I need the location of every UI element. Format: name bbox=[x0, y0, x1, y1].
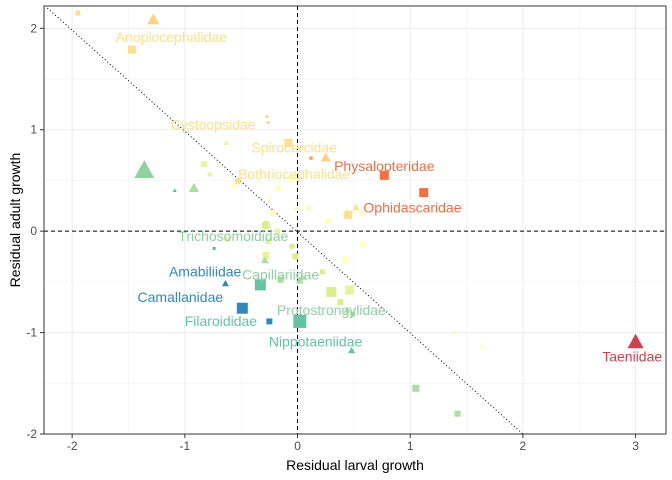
point-square bbox=[269, 209, 276, 216]
diagonal-reference-line bbox=[47, 7, 524, 435]
point-circle bbox=[287, 174, 296, 183]
point-square bbox=[207, 172, 212, 177]
family-label: Spirocercidae bbox=[251, 140, 337, 156]
point-square bbox=[319, 269, 325, 275]
point-triangle bbox=[295, 276, 304, 284]
point-square bbox=[359, 241, 366, 248]
y-tick-label: -1 bbox=[26, 326, 37, 340]
point-triangle bbox=[223, 139, 230, 145]
point-square bbox=[454, 410, 461, 417]
family-label: Protostrongylidae bbox=[277, 302, 386, 318]
x-tick-label: 1 bbox=[407, 439, 414, 453]
point-square bbox=[379, 170, 389, 180]
panel-border bbox=[43, 5, 667, 435]
point-square bbox=[275, 185, 282, 192]
point-square bbox=[326, 287, 337, 298]
family-label: Amabiliidae bbox=[169, 263, 242, 279]
y-axis-title: Residual adult growth bbox=[7, 153, 23, 288]
point-square bbox=[284, 138, 293, 147]
family-label: Taeniidae bbox=[602, 349, 662, 365]
point-square bbox=[359, 210, 365, 216]
point-square bbox=[344, 285, 354, 295]
point-triangle bbox=[188, 182, 199, 192]
point-triangle bbox=[343, 306, 351, 313]
y-tick-label: -2 bbox=[26, 427, 37, 441]
y-tick-label: 1 bbox=[30, 123, 37, 137]
point-square bbox=[277, 276, 284, 283]
point-triangle bbox=[320, 152, 331, 162]
point-square bbox=[344, 210, 353, 219]
point-square bbox=[274, 228, 280, 234]
point-square bbox=[293, 314, 307, 328]
family-label: Anoplocephalidae bbox=[116, 29, 228, 45]
family-label: Trichosomoididae bbox=[178, 228, 288, 244]
point-circle bbox=[261, 220, 271, 230]
family-label: Camallanidae bbox=[138, 289, 224, 305]
x-tick-label: 0 bbox=[294, 439, 301, 453]
point-square bbox=[266, 318, 273, 325]
point-circle bbox=[267, 195, 272, 200]
point-triangle bbox=[221, 279, 229, 287]
point-triangle bbox=[172, 188, 177, 192]
x-axis-title: Residual larval growth bbox=[286, 457, 424, 473]
point-square bbox=[225, 236, 231, 242]
point-square bbox=[350, 311, 356, 317]
x-tick-label: -2 bbox=[67, 439, 78, 453]
family-label: Cystoopsidae bbox=[171, 116, 256, 132]
point-square bbox=[412, 384, 420, 392]
axes: -2 -1 0 1 2 3 -2 -1 0 1 2 bbox=[26, 21, 639, 453]
point-triangle bbox=[627, 333, 644, 349]
point-square bbox=[75, 10, 81, 16]
point-square bbox=[292, 253, 299, 260]
point-circle bbox=[234, 178, 241, 185]
family-label: Capillariidae bbox=[242, 266, 319, 282]
point-triangle bbox=[352, 203, 360, 211]
point-square bbox=[201, 161, 208, 168]
point-triangle bbox=[134, 160, 155, 179]
y-tick-label: 2 bbox=[30, 21, 37, 35]
point-triangle bbox=[348, 346, 356, 354]
point-circle bbox=[266, 121, 270, 125]
point-square bbox=[212, 246, 216, 250]
point-circle bbox=[306, 205, 312, 211]
point-triangle bbox=[147, 13, 160, 25]
point-square bbox=[337, 299, 344, 306]
y-tick-label: 0 bbox=[30, 224, 37, 238]
panel-background bbox=[43, 5, 667, 435]
point-circle bbox=[265, 115, 269, 119]
point-square bbox=[262, 251, 270, 259]
x-tick-label: -1 bbox=[180, 439, 191, 453]
point-square bbox=[265, 238, 272, 245]
point-square bbox=[127, 45, 136, 54]
point-circle bbox=[324, 217, 332, 225]
point-square bbox=[300, 275, 306, 281]
point-circle bbox=[452, 331, 456, 335]
family-label: Nippotaeniidae bbox=[269, 333, 363, 349]
point-circle bbox=[340, 255, 349, 264]
point-square bbox=[419, 188, 429, 198]
point-triangle bbox=[479, 343, 486, 349]
family-label: Bothriocephalidae bbox=[238, 166, 350, 182]
reference-lines bbox=[44, 6, 666, 435]
x-tick-label: 3 bbox=[632, 439, 639, 453]
family-label: Physalopteridae bbox=[334, 158, 435, 174]
x-tick-label: 2 bbox=[520, 439, 527, 453]
point-triangle bbox=[260, 256, 269, 264]
point-circle bbox=[293, 206, 299, 212]
family-labels: Anoplocephalidae Cystoopsidae Spirocercida… bbox=[116, 29, 663, 364]
point-square bbox=[254, 279, 266, 291]
point-circle bbox=[309, 156, 314, 161]
data-points bbox=[75, 10, 644, 417]
family-label: Ophidascaridae bbox=[363, 200, 461, 216]
point-square bbox=[236, 302, 248, 314]
point-circle bbox=[231, 183, 237, 189]
point-circle bbox=[288, 243, 295, 250]
family-label: Filaroididae bbox=[185, 313, 258, 329]
